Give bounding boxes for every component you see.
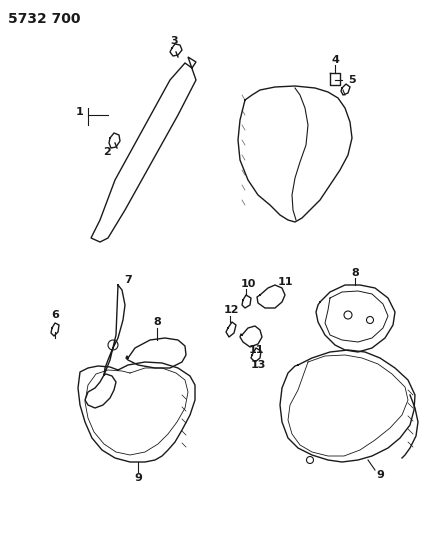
Text: 11: 11 [277, 277, 293, 287]
Text: 8: 8 [153, 317, 161, 327]
Text: 1: 1 [76, 107, 84, 117]
Text: 4: 4 [331, 55, 339, 65]
Text: 6: 6 [51, 310, 59, 320]
Text: 8: 8 [351, 268, 359, 278]
Text: 7: 7 [124, 275, 132, 285]
Text: 13: 13 [250, 360, 266, 370]
Text: 5732 700: 5732 700 [8, 12, 80, 26]
Text: 9: 9 [134, 473, 142, 483]
Text: 3: 3 [170, 36, 178, 46]
Text: 12: 12 [223, 305, 239, 315]
Text: 2: 2 [103, 147, 111, 157]
Text: 5: 5 [348, 75, 356, 85]
Text: 11: 11 [248, 345, 264, 355]
Text: 9: 9 [376, 470, 384, 480]
Text: 10: 10 [240, 279, 256, 289]
